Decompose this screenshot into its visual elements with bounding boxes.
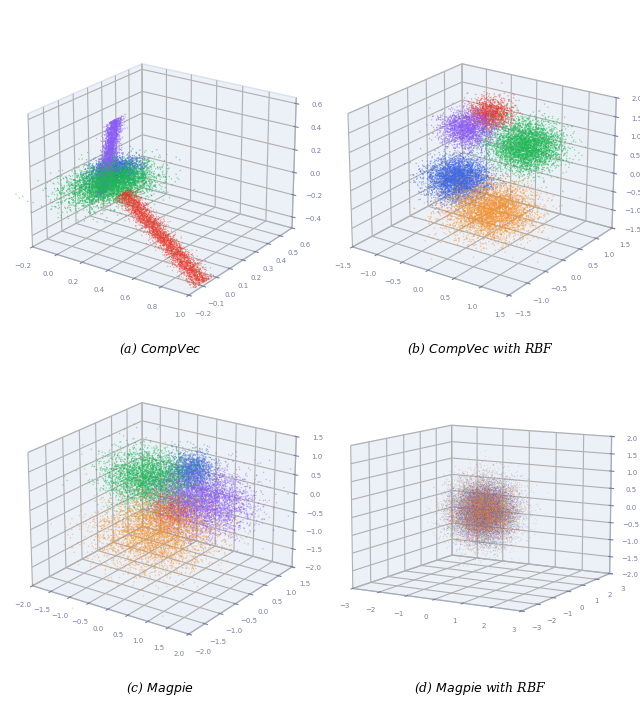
Text: (d) $Magpie$ with RBF: (d) $Magpie$ with RBF (413, 681, 547, 698)
Text: (c) $Magpie$: (c) $Magpie$ (126, 681, 194, 698)
Text: (b) $CompVec$ with RBF: (b) $CompVec$ with RBF (406, 342, 554, 359)
Text: (a) $CompVec$: (a) $CompVec$ (118, 342, 202, 359)
